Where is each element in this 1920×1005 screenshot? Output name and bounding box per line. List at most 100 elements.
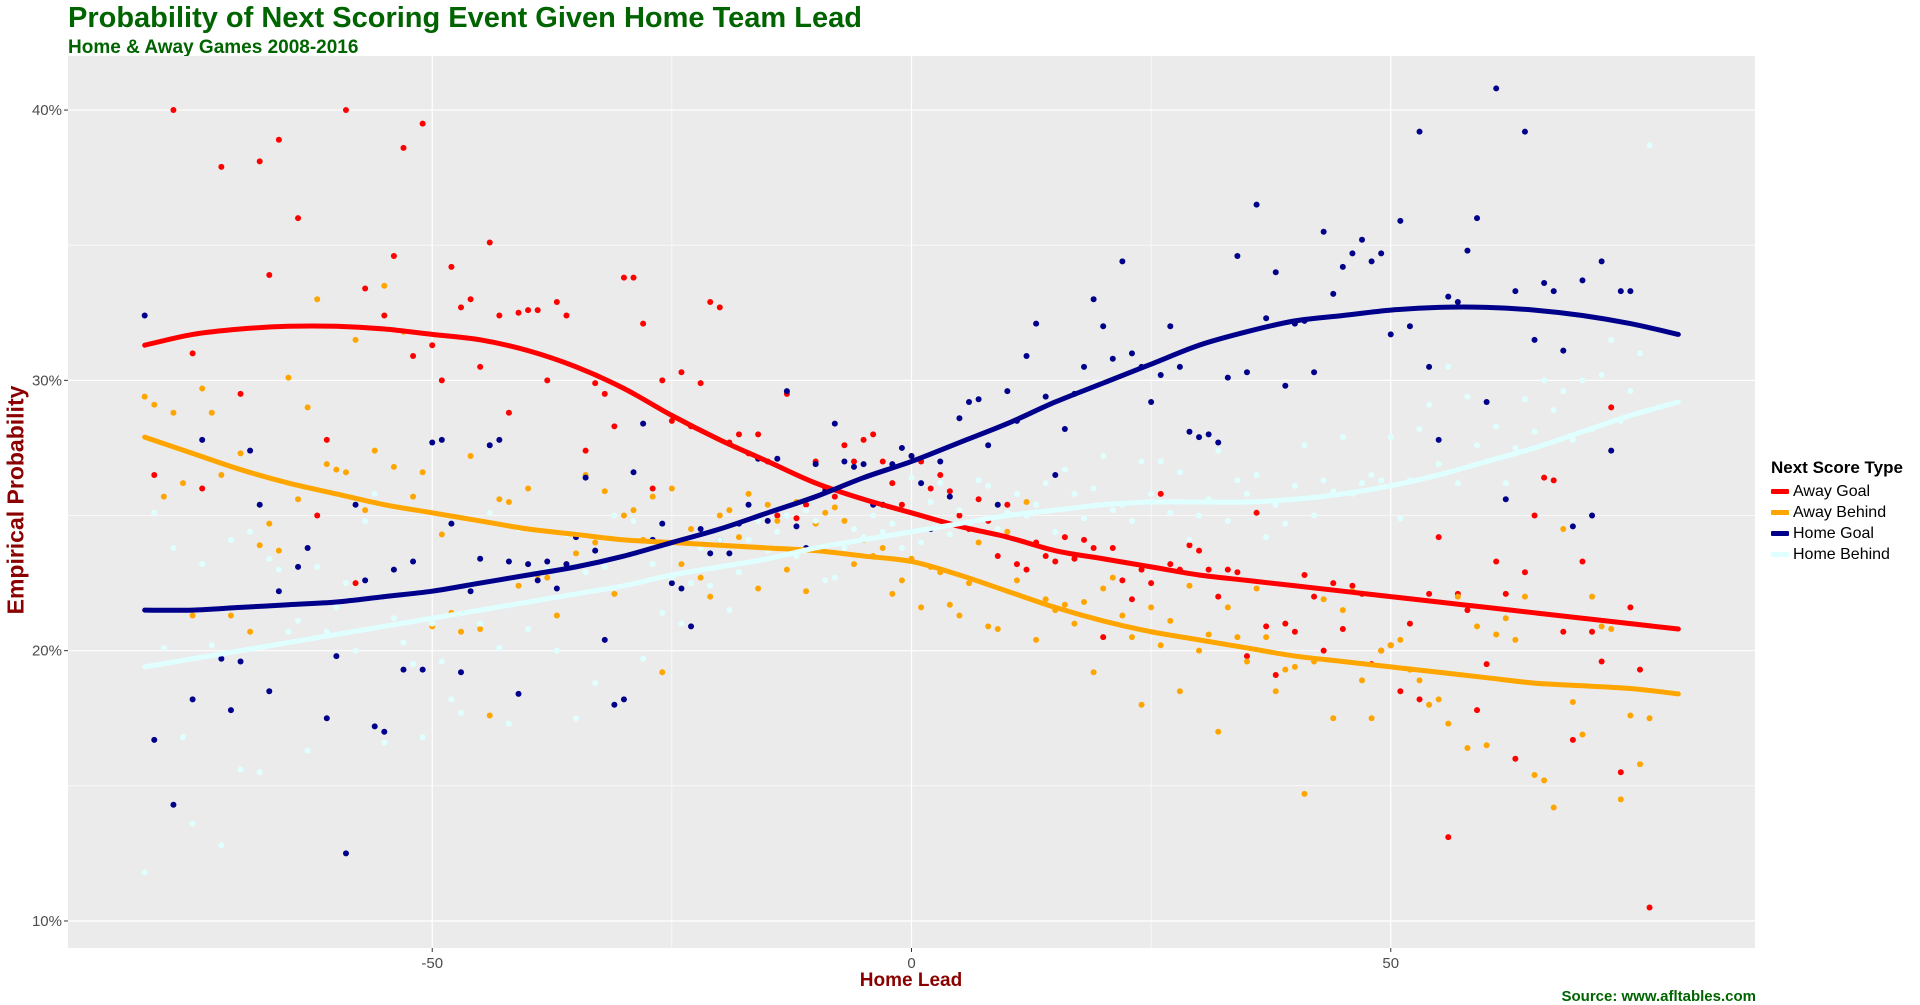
data-point-away-goal [659,377,666,384]
data-point-away-goal [1627,604,1634,611]
data-point-home-behind [390,615,397,622]
data-point-home-behind [1454,480,1461,487]
data-point-away-behind [879,544,886,551]
data-point-away-behind [1339,607,1346,614]
data-point-away-behind [381,282,388,289]
x-tick-label: 0 [907,955,915,972]
data-point-away-behind [1013,577,1020,584]
data-point-away-behind [956,612,963,619]
data-point-away-behind [697,574,704,581]
x-tick-label: -50 [421,955,443,972]
data-point-away-behind [496,496,503,503]
data-point-home-goal [1148,398,1155,405]
data-point-home-goal [1397,217,1404,224]
data-point-away-goal [1339,626,1346,633]
data-point-home-goal [1359,236,1366,243]
data-point-home-goal [256,501,263,508]
data-point-home-behind [352,647,359,654]
data-point-home-goal [1253,201,1260,208]
data-point-home-goal [1550,288,1557,295]
data-point-away-goal [199,485,206,492]
data-point-home-behind [1128,517,1135,524]
smooth-line-home-behind [142,399,1681,670]
data-point-away-goal [1301,571,1308,578]
data-point-home-behind [937,480,944,487]
data-point-away-behind [1474,623,1481,630]
data-point-away-goal [1330,580,1337,587]
data-point-away-goal [1406,620,1413,627]
data-point-away-goal [1042,553,1049,560]
source-caption: Source: www.afltables.com [1561,988,1757,1005]
data-point-home-goal [534,577,541,584]
data-point-home-behind [295,617,302,624]
data-point-away-behind [1646,715,1653,722]
data-point-away-behind [1128,634,1135,641]
data-point-away-behind [1569,699,1576,706]
data-point-away-behind [755,585,762,592]
data-point-away-goal [860,436,867,443]
data-point-home-goal [323,715,330,722]
data-point-home-goal [1445,293,1452,300]
data-point-away-goal [630,274,637,281]
legend-item-away-goal: Away Goal [1771,481,1903,502]
data-point-home-behind [1100,453,1107,460]
data-point-away-behind [1224,604,1231,611]
data-point-away-behind [371,447,378,454]
data-point-away-goal [390,253,397,260]
data-point-away-goal [486,239,493,246]
data-point-away-goal [1426,590,1433,597]
data-point-home-goal [812,461,819,468]
data-point-away-goal [1521,569,1528,576]
data-point-home-behind [266,555,273,562]
data-point-away-behind [1330,715,1337,722]
legend-key-away-behind [1771,510,1789,515]
data-point-away-goal [649,485,656,492]
data-point-home-goal [850,463,857,470]
data-point-away-behind [419,469,426,476]
data-point-home-behind [946,531,953,538]
data-point-home-behind [1636,350,1643,357]
data-point-away-goal [419,120,426,127]
data-point-away-goal [1445,834,1452,841]
data-point-home-behind [457,709,464,716]
data-point-away-goal [477,363,484,370]
data-point-home-behind [1339,434,1346,441]
data-point-home-behind [1081,515,1088,522]
data-point-away-behind [275,547,282,554]
data-point-away-goal [1061,534,1068,541]
data-point-home-behind [726,607,733,614]
data-point-away-goal [803,501,810,508]
data-point-away-behind [1176,688,1183,695]
data-point-home-behind [592,680,599,687]
legend: Next Score Type Away Goal Away Behind Ho… [1771,458,1903,565]
data-point-home-behind [975,477,982,484]
data-point-away-goal [256,158,263,165]
data-point-home-behind [1311,512,1318,519]
data-point-away-behind [1397,636,1404,643]
data-point-home-goal [1004,388,1011,395]
data-point-home-behind [803,507,810,514]
data-point-home-goal [496,436,503,443]
data-point-away-goal [1119,577,1126,584]
data-point-away-behind [592,539,599,546]
data-point-home-behind [553,647,560,654]
data-point-home-goal [295,563,302,570]
data-point-home-behind [1196,512,1203,519]
data-point-home-goal [688,623,695,630]
data-point-home-goal [1493,85,1500,92]
data-point-away-goal [1636,666,1643,673]
data-point-away-goal [1617,769,1624,776]
data-point-home-goal [1042,393,1049,400]
data-point-home-goal [1521,128,1528,135]
data-point-home-goal [505,558,512,565]
data-point-home-goal [390,566,397,573]
data-point-away-goal [946,488,953,495]
data-point-home-goal [1378,250,1385,257]
data-point-away-behind [707,593,714,600]
data-point-home-behind [850,526,857,533]
data-point-away-behind [822,509,829,516]
data-point-away-goal [774,512,781,519]
data-point-home-behind [1646,142,1653,149]
data-point-away-goal [151,471,158,478]
data-point-home-goal [1061,426,1068,433]
